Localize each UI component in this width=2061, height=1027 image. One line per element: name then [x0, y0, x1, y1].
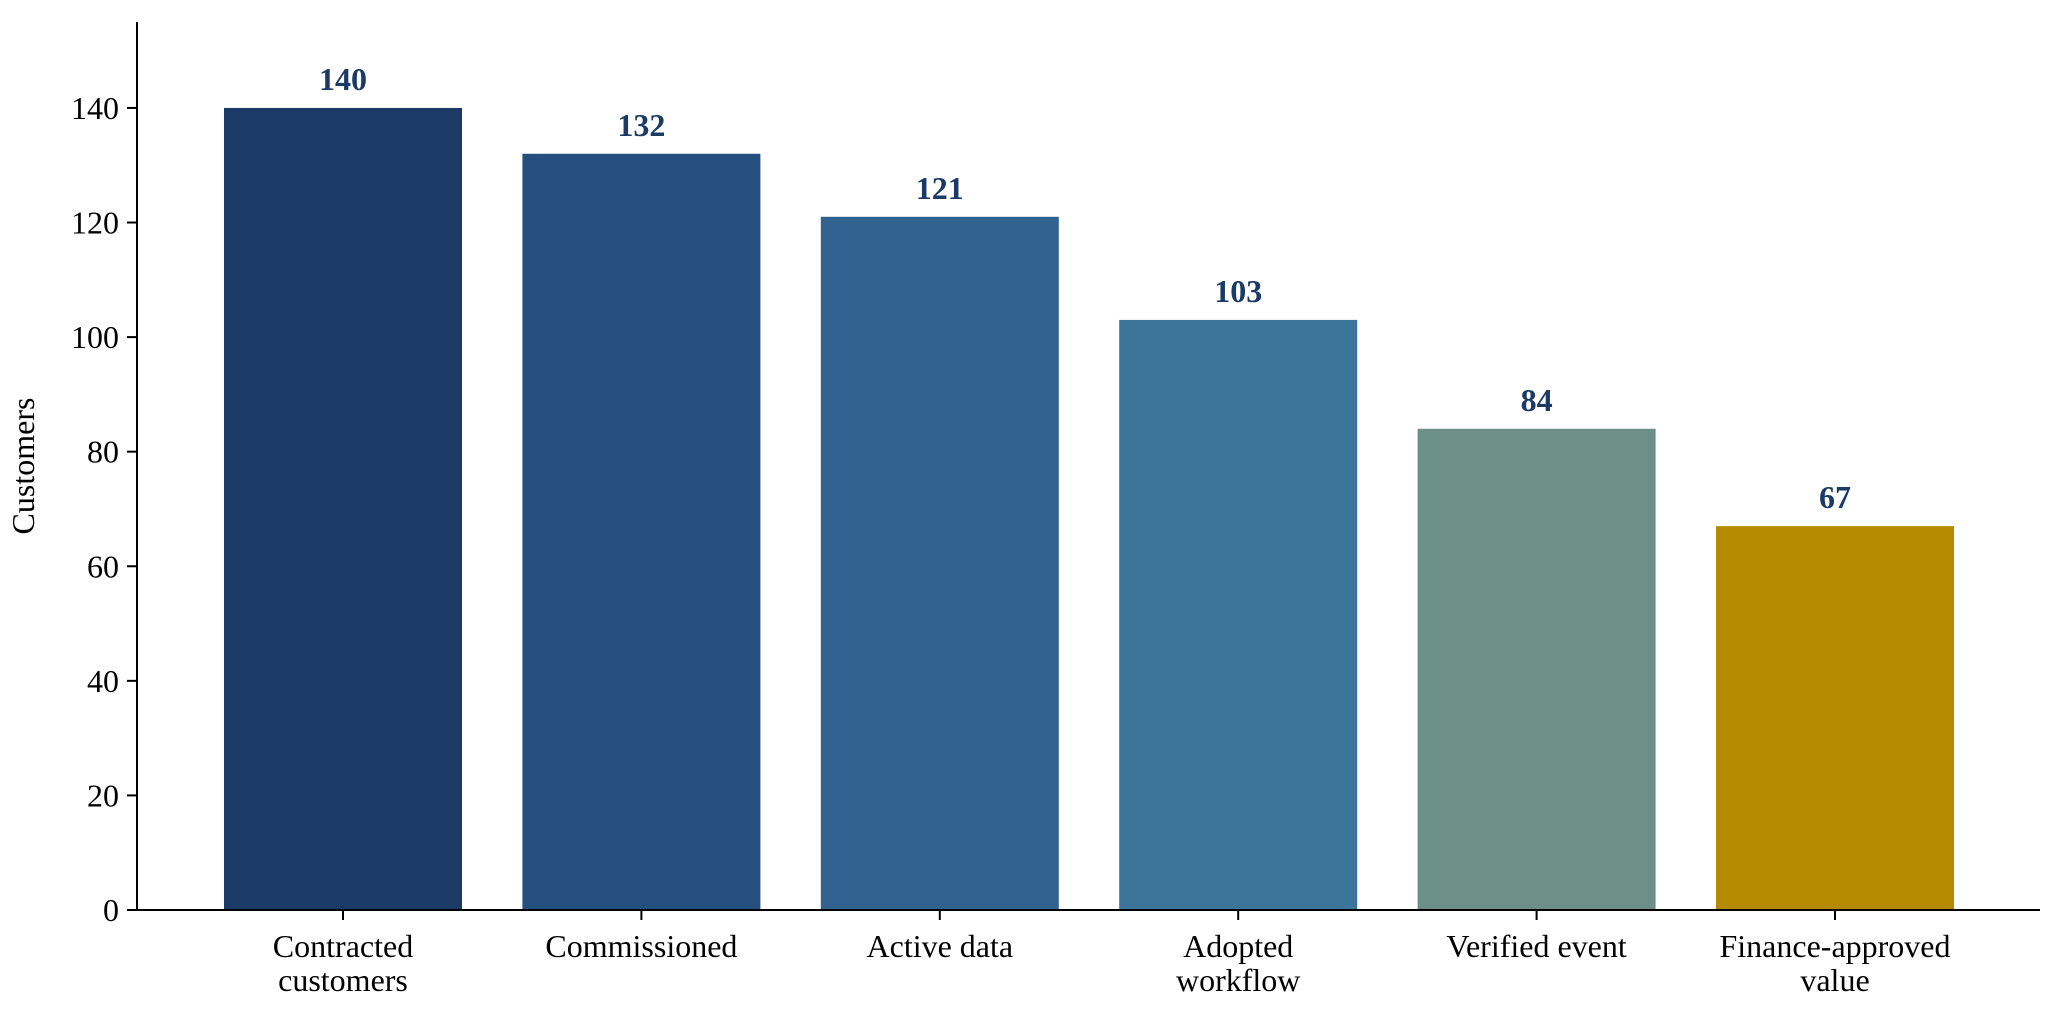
- x-tick-label-line: Verified event: [1446, 928, 1626, 964]
- bar: [1417, 428, 1656, 910]
- y-tick-label: 40: [87, 663, 119, 699]
- x-tick-label-line: workflow: [1176, 962, 1300, 998]
- x-tick-label-line: Commissioned: [545, 928, 737, 964]
- x-tick-label-line: Adopted: [1183, 928, 1293, 964]
- y-tick-label: 80: [87, 434, 119, 470]
- x-tick-label-line: Contracted: [273, 928, 413, 964]
- y-tick-label: 60: [87, 548, 119, 584]
- y-tick-label: 140: [71, 90, 119, 126]
- x-tick-label-line: Active data: [867, 928, 1014, 964]
- x-tick-label: Verified event: [1446, 928, 1626, 964]
- bar-value-label: 67: [1819, 479, 1851, 515]
- x-ticks-layer: Contracted customers Commissioned Active da…: [273, 910, 1951, 998]
- x-tick-label: Adopted workflow: [1176, 928, 1300, 998]
- bar-value-label: 140: [319, 61, 367, 97]
- axes-layer: [136, 22, 2040, 911]
- y-ticks-layer: 0 20 40 60 80 100 120 140: [71, 90, 137, 928]
- bar-value-label: 84: [1521, 382, 1553, 418]
- x-tick-label: Contracted customers: [273, 928, 413, 998]
- bars-layer: [224, 107, 1954, 910]
- x-tick-label: Active data: [867, 928, 1014, 964]
- bar-value-label: 121: [916, 170, 964, 206]
- y-tick-label: 120: [71, 205, 119, 241]
- data-labels-layer: 140 132 121 103 84 67: [319, 61, 1851, 515]
- bar: [820, 216, 1059, 910]
- bar: [1716, 526, 1954, 910]
- x-tick-label-line: Finance-approved: [1719, 928, 1950, 964]
- x-tick-label-line: value: [1800, 962, 1869, 998]
- y-tick-label: 20: [87, 777, 119, 813]
- y-tick-label: 100: [71, 319, 119, 355]
- bar-value-label: 132: [617, 107, 665, 143]
- x-tick-label-line: customers: [278, 962, 408, 998]
- x-tick-label: Finance-approved value: [1719, 928, 1950, 998]
- bar-value-label: 103: [1214, 273, 1262, 309]
- y-tick-label: 0: [103, 892, 119, 928]
- y-axis-title: Customers: [5, 398, 41, 535]
- bar: [522, 153, 761, 910]
- bar: [1119, 319, 1358, 910]
- bar: [224, 107, 462, 910]
- x-tick-label: Commissioned: [545, 928, 737, 964]
